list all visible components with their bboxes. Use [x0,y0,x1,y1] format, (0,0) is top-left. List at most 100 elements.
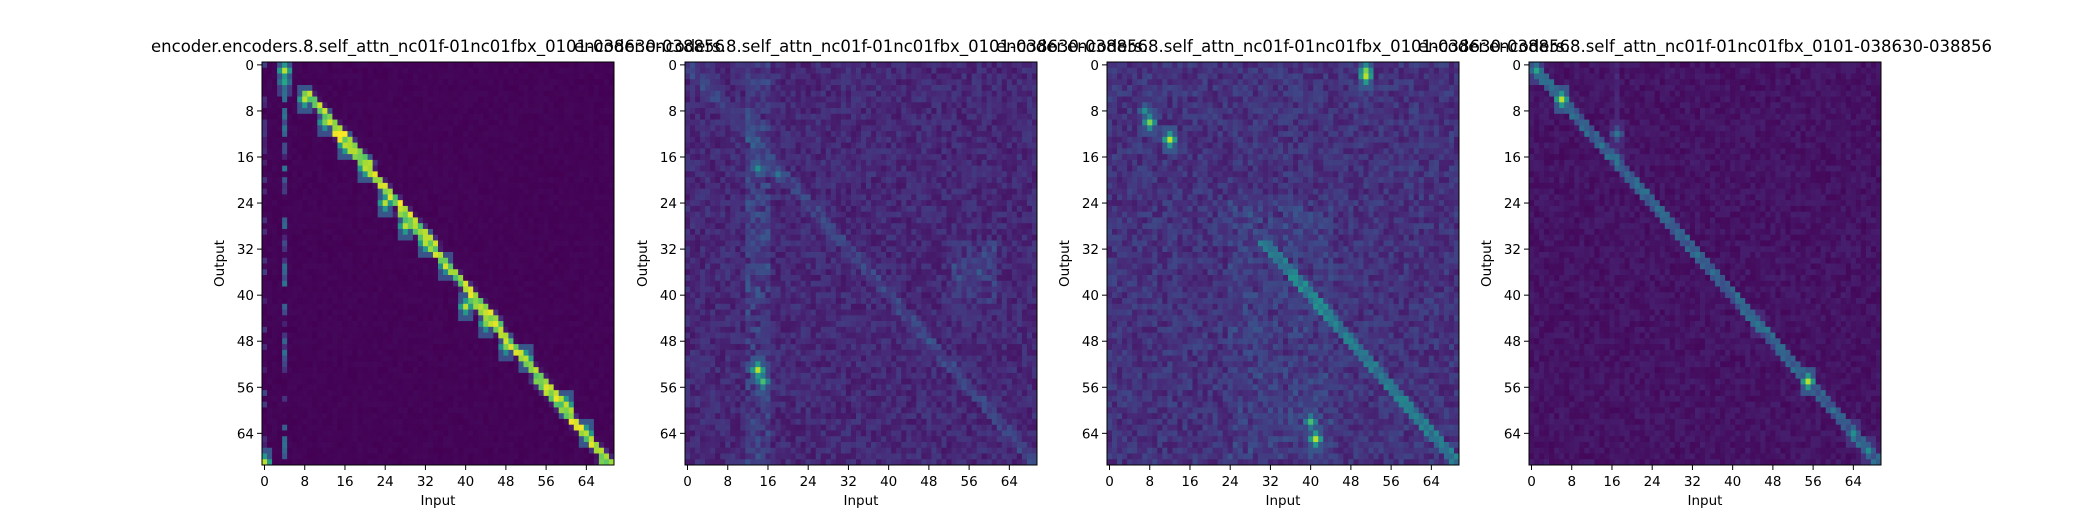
heatmap-cell [297,108,302,114]
heatmap-cell [453,148,458,154]
heatmap-cell [272,217,277,223]
heatmap-cell [358,407,363,413]
heatmap-cell [363,384,368,390]
heatmap-cell [398,442,403,448]
heatmap-cell [448,430,453,436]
heatmap-cell [498,396,503,402]
heatmap-cell [297,310,302,316]
heatmap-cell [544,183,549,189]
heatmap-cell [287,356,292,362]
heatmap-cell [468,448,473,454]
heatmap-cell [493,425,498,431]
heatmap-cell [559,442,564,448]
heatmap-cell [478,425,483,431]
heatmap-cell [483,321,488,327]
heatmap-cell [287,62,292,68]
heatmap-cell [685,62,690,68]
heatmap-cell [463,361,468,367]
heatmap-cell [498,125,503,131]
heatmap-cell [564,68,569,74]
heatmap-cell [347,258,352,264]
heatmap-cell [599,356,604,362]
heatmap-cell [599,120,604,126]
heatmap-cell [513,333,518,339]
heatmap-cell [282,68,287,74]
heatmap-cell [458,344,463,350]
heatmap-cell [292,74,297,80]
heatmap-cell [358,183,363,189]
heatmap-cell [287,177,292,183]
heatmap-cell [599,108,604,114]
heatmap-cell [483,425,488,431]
heatmap-cell [463,384,468,390]
heatmap-cell [383,419,388,425]
heatmap-cell [498,390,503,396]
heatmap-cell [358,448,363,454]
heatmap-cell [282,114,287,120]
heatmap-cell [383,333,388,339]
heatmap-cell [483,384,488,390]
heatmap-cell [554,430,559,436]
heatmap-cell [549,258,554,264]
heatmap-cell [393,189,398,195]
heatmap-cell [373,189,378,195]
heatmap-cell [342,252,347,258]
heatmap-cell [508,148,513,154]
heatmap-cell [393,217,398,223]
heatmap-cell [423,436,428,442]
heatmap-cell [418,217,423,223]
heatmap-cell [579,166,584,172]
heatmap-cell [408,120,413,126]
heatmap-cell [272,148,277,154]
heatmap-cell [488,264,493,270]
heatmap-cell [368,68,373,74]
heatmap-cell [529,102,534,108]
heatmap-cell [564,148,569,154]
heatmap-cell [277,269,282,275]
heatmap-cell [267,235,272,241]
heatmap-cell [443,68,448,74]
heatmap-cell [272,131,277,137]
heatmap-cell [554,396,559,402]
heatmap-cell [418,131,423,137]
heatmap-cell [443,430,448,436]
heatmap-cell [388,160,393,166]
heatmap-cell [448,321,453,327]
heatmap-cell [408,425,413,431]
heatmap-cell [337,166,342,172]
heatmap-cell [292,137,297,143]
heatmap-cell [363,194,368,200]
heatmap-cell [443,206,448,212]
heatmap-cell [363,275,368,281]
heatmap-cell [267,396,272,402]
heatmap-cell [272,425,277,431]
heatmap-cell [503,287,508,293]
heatmap-cell [463,177,468,183]
heatmap-cell [282,298,287,304]
heatmap-cell [423,356,428,362]
heatmap-cell [287,235,292,241]
heatmap-cell [876,62,881,68]
heatmap-cell [569,275,574,281]
heatmap-cell [473,402,478,408]
heatmap-cell [277,448,282,454]
heatmap-cell [322,333,327,339]
heatmap-cell [327,344,332,350]
heatmap-cell [433,350,438,356]
heatmap-cell [594,131,599,137]
heatmap-cell [428,137,433,143]
heatmap-cell [383,287,388,293]
heatmap-cell [569,177,574,183]
heatmap-cell [473,91,478,97]
heatmap-cell [599,206,604,212]
heatmap-cell [488,229,493,235]
heatmap-cell [574,246,579,252]
heatmap-cell [312,327,317,333]
heatmap-cell [523,131,528,137]
heatmap-cell [594,143,599,149]
heatmap-cell [322,430,327,436]
heatmap-cell [468,425,473,431]
heatmap-cell [518,321,523,327]
heatmap-cell [317,448,322,454]
heatmap-cell [398,252,403,258]
